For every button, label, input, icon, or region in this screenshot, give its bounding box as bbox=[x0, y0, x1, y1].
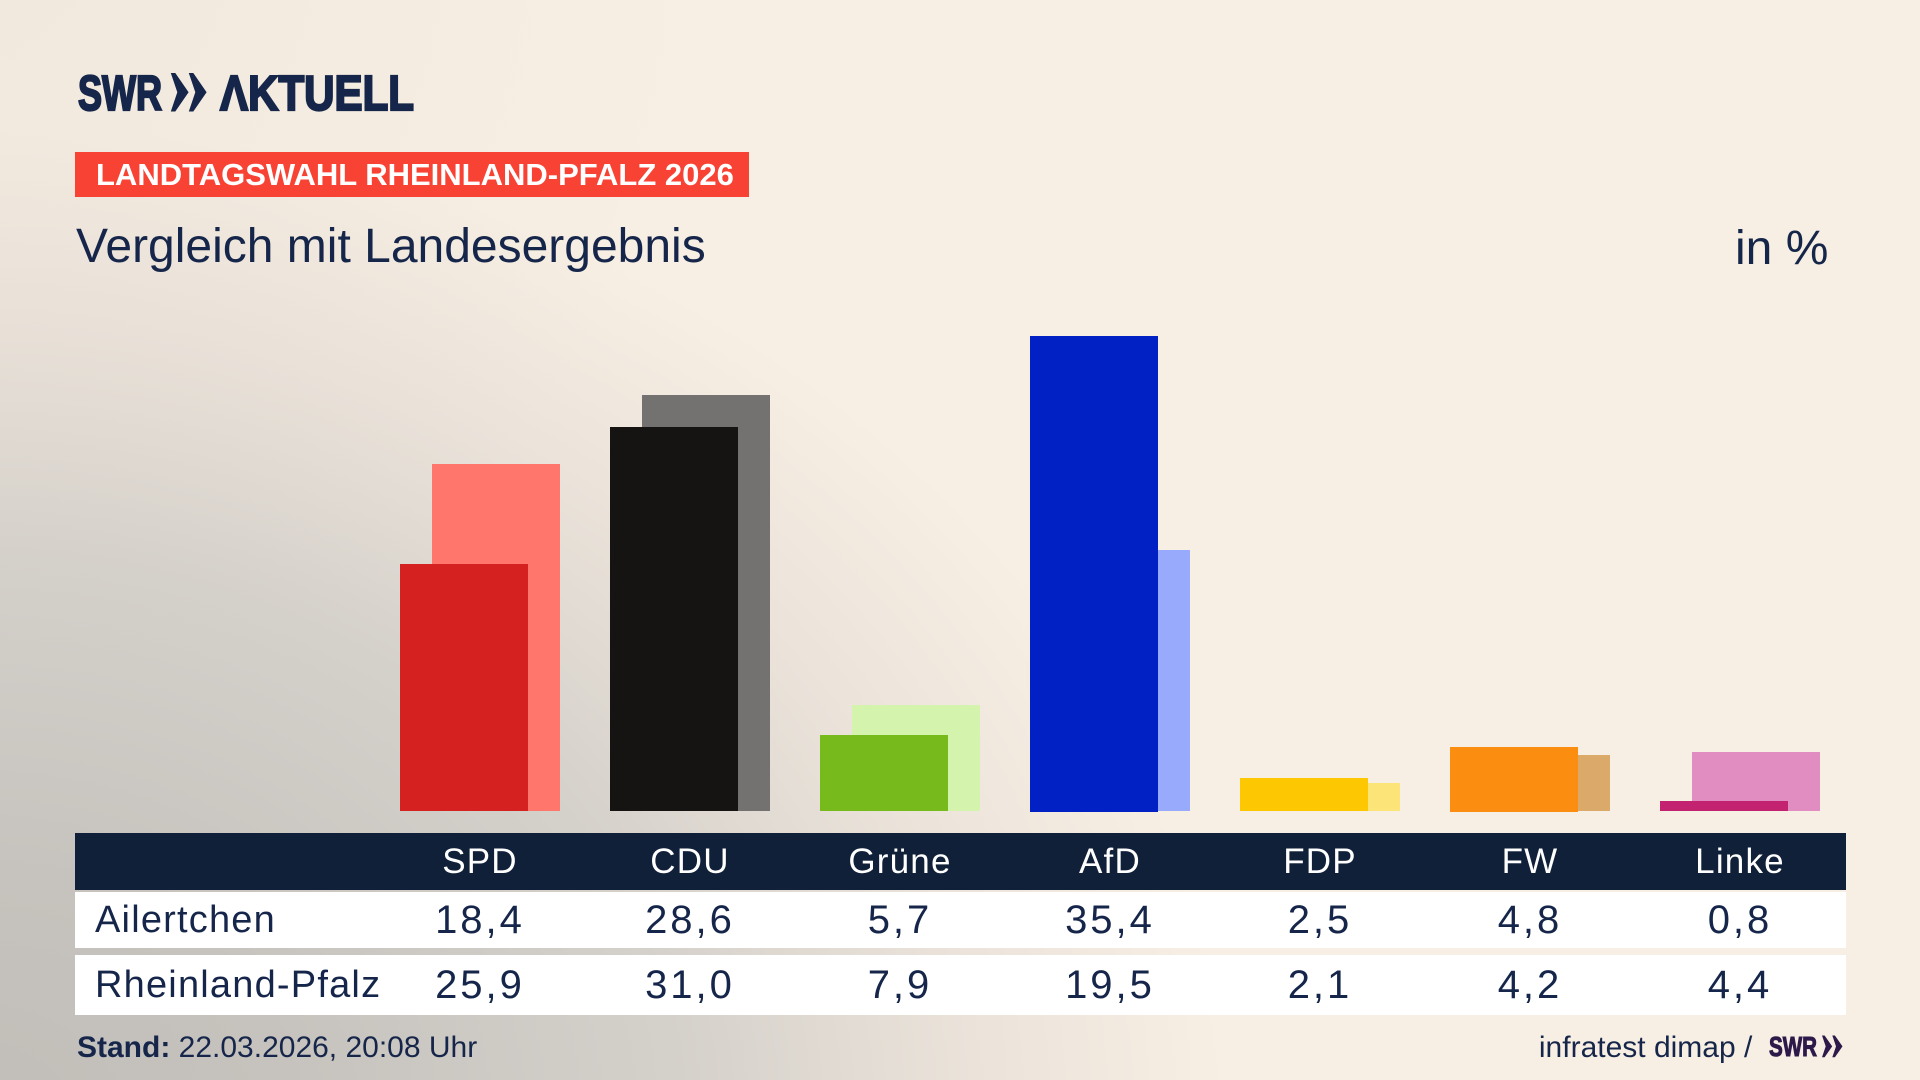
svg-text:ΛKTUELL: ΛKTUELL bbox=[220, 71, 414, 115]
svg-text:SWR: SWR bbox=[78, 71, 162, 115]
svg-text:SWR: SWR bbox=[1769, 1034, 1817, 1059]
